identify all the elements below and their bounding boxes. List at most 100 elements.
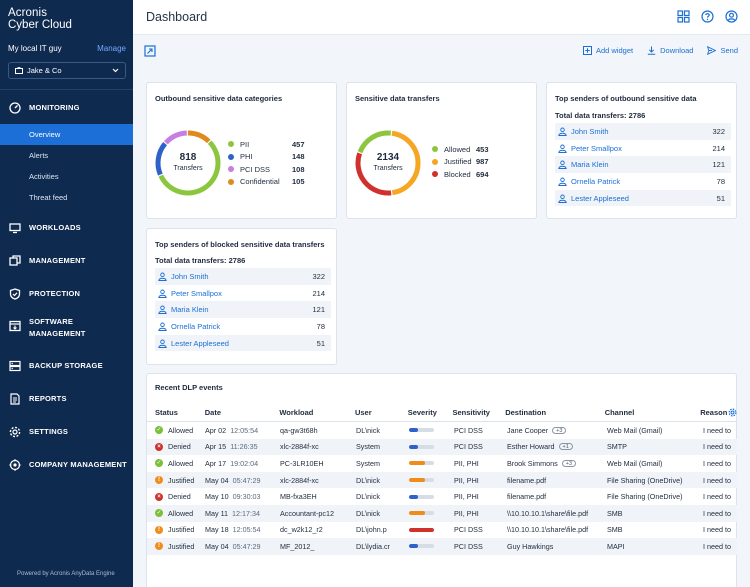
list-item[interactable]: Maria Klein 121 bbox=[555, 156, 731, 174]
time-text: 05:47:29 bbox=[232, 475, 261, 485]
manage-link[interactable]: Manage bbox=[97, 44, 126, 53]
severity-bar bbox=[409, 428, 434, 433]
nav-overview[interactable]: Overview bbox=[0, 124, 133, 145]
severity-cell bbox=[409, 511, 454, 516]
nav-protection[interactable]: PROTECTION bbox=[0, 281, 133, 306]
table-row[interactable]: ! Justified May 18 12:05:54 dc_w2k12_r2 DL\jo… bbox=[147, 522, 737, 539]
col-workload[interactable]: Workload bbox=[279, 408, 314, 417]
table-row[interactable]: ✓ Allowed May 11 12:17:34 Accountant-pc12 DL\… bbox=[147, 504, 737, 522]
destination-count-badge[interactable]: +1 bbox=[558, 443, 573, 451]
col-severity[interactable]: Severity bbox=[407, 408, 437, 417]
col-status[interactable]: Status bbox=[155, 408, 178, 417]
send-button[interactable]: Send bbox=[707, 46, 738, 55]
sidebar-divider bbox=[0, 89, 133, 90]
list-item[interactable]: Maria Klein 121 bbox=[155, 301, 331, 319]
channel-cell: SMB bbox=[607, 508, 623, 518]
date-cell: Apr 17 19:02:04 bbox=[205, 459, 280, 468]
nav-workloads[interactable]: WORKLOADS bbox=[0, 215, 133, 240]
sender-name[interactable]: Maria Klein bbox=[171, 305, 209, 315]
donut-segment-pii[interactable] bbox=[158, 140, 221, 196]
legend-item: PHI 148 bbox=[228, 151, 305, 164]
list-item[interactable]: John Smith 322 bbox=[155, 268, 331, 285]
sender-name[interactable]: Peter Smallpox bbox=[571, 143, 622, 153]
table-row[interactable]: × Denied May 10 09:30:03 MB-fxa3EH DL\nick PII… bbox=[147, 488, 737, 505]
col-sensitivity[interactable]: Sensitivity bbox=[452, 408, 490, 417]
top-senders-blocked-title: Top senders of blocked sensitive data tr… bbox=[155, 240, 325, 249]
donut-segment-pci-dss[interactable] bbox=[163, 130, 188, 145]
add-widget-button[interactable]: Add widget bbox=[583, 46, 633, 55]
status-text: Allowed bbox=[168, 458, 194, 468]
col-date[interactable]: Date bbox=[204, 408, 222, 417]
sender-name[interactable]: Lester Appleseed bbox=[171, 338, 229, 348]
sender-name[interactable]: Maria Klein bbox=[571, 160, 609, 170]
tenant-row: My local IT guy Manage bbox=[8, 44, 126, 53]
severity-fill bbox=[409, 444, 418, 449]
list-item[interactable]: John Smith 322 bbox=[555, 123, 731, 140]
donut-segment-justified[interactable] bbox=[391, 130, 421, 196]
nav-workloads-label: WORKLOADS bbox=[29, 223, 81, 232]
list-item[interactable]: Lester Appleseed 51 bbox=[155, 334, 331, 352]
table-row[interactable]: ! Justified May 04 05:47:29 xlc-2884f-xc DL\n… bbox=[147, 471, 737, 489]
expand-icon[interactable] bbox=[144, 45, 156, 57]
destination-count-badge[interactable]: +3 bbox=[561, 459, 577, 467]
donut-segment-phi[interactable] bbox=[155, 142, 168, 176]
nav-company-management[interactable]: COMPANY MANAGEMENT bbox=[0, 452, 133, 477]
donut-segment-confidential[interactable] bbox=[187, 130, 211, 144]
col-user[interactable]: User bbox=[354, 408, 372, 417]
workload-cell: xlc-2884f-xc bbox=[280, 442, 319, 452]
nav-settings[interactable]: SETTINGS bbox=[0, 419, 133, 444]
col-reason[interactable]: Reason bbox=[700, 408, 734, 417]
date-text: May 04 bbox=[205, 475, 229, 485]
table-row[interactable]: ! Justified May 04 05:47:29 MF_2012_ DL\lydia… bbox=[147, 538, 737, 555]
status-text: Denied bbox=[168, 492, 191, 502]
nav-reports[interactable]: REPORTS bbox=[0, 386, 133, 411]
list-item[interactable]: Ornella Patrick 78 bbox=[555, 173, 731, 190]
nav-alerts[interactable]: Alerts bbox=[29, 151, 49, 160]
nav-protection-label: PROTECTION bbox=[29, 289, 81, 298]
destination-text: Brook Simmons bbox=[507, 458, 558, 468]
nav-monitoring[interactable]: MONITORING bbox=[0, 97, 133, 118]
sensitivity-cell: PII, PHI bbox=[454, 475, 479, 485]
sender-name[interactable]: Ornella Patrick bbox=[171, 321, 221, 331]
status-cell: ! Justified bbox=[147, 525, 205, 534]
sender-name[interactable]: John Smith bbox=[171, 271, 209, 281]
table-row[interactable]: ✓ Allowed Apr 02 12:05:54 qa-gw3t68h DL\nick P… bbox=[147, 422, 737, 439]
nav-management[interactable]: MANAGEMENT bbox=[0, 248, 133, 273]
list-item[interactable]: Peter Smallpox 214 bbox=[155, 285, 331, 302]
column-settings-gear-icon[interactable] bbox=[728, 408, 737, 417]
download-button[interactable]: Download bbox=[647, 46, 693, 55]
col-channel[interactable]: Channel bbox=[604, 408, 635, 417]
list-item[interactable]: Ornella Patrick 78 bbox=[155, 318, 331, 335]
channel-cell: Web Mail (Gmail) bbox=[607, 425, 663, 435]
table-body: ✓ Allowed Apr 02 12:05:54 qa-gw3t68h DL\nick P… bbox=[147, 422, 737, 555]
sender-name[interactable]: Lester Appleseed bbox=[571, 193, 629, 203]
table-row[interactable]: × Denied Apr 15 11:26:35 xlc-2884f-xc System P… bbox=[147, 438, 737, 456]
date-text: May 11 bbox=[205, 508, 229, 518]
sender-name[interactable]: Peter Smallpox bbox=[171, 288, 222, 298]
sender-name[interactable]: John Smith bbox=[571, 126, 609, 136]
nav-activities[interactable]: Activities bbox=[29, 172, 59, 181]
legend-item: PCI DSS 108 bbox=[228, 163, 305, 176]
user-icon bbox=[558, 194, 567, 203]
account-icon[interactable] bbox=[725, 10, 738, 23]
help-icon[interactable] bbox=[701, 10, 714, 23]
download-label: Download bbox=[660, 46, 694, 55]
list-item[interactable]: Peter Smallpox 214 bbox=[555, 140, 731, 157]
severity-fill bbox=[409, 478, 426, 483]
col-destination[interactable]: Destination bbox=[505, 408, 547, 417]
destination-count-badge[interactable]: +3 bbox=[552, 426, 567, 434]
status-cell: ! Justified bbox=[147, 542, 205, 551]
destination-cell: Jane Cooper +3 bbox=[507, 426, 607, 435]
nav-software-management[interactable]: SOFTWARE MANAGEMENT bbox=[0, 314, 133, 347]
legend-value: 694 bbox=[476, 169, 489, 179]
tenant-select[interactable]: Jake & Co bbox=[8, 62, 126, 79]
nav-backup-storage[interactable]: BACKUP STORAGE bbox=[0, 353, 133, 378]
nav-threat-feed[interactable]: Threat feed bbox=[29, 193, 68, 202]
donut-segment-blocked[interactable] bbox=[355, 152, 392, 196]
sender-name[interactable]: Ornella Patrick bbox=[571, 176, 621, 186]
user-icon bbox=[558, 177, 567, 186]
list-item[interactable]: Lester Appleseed 51 bbox=[555, 189, 731, 207]
table-row[interactable]: ✓ Allowed Apr 17 19:02:04 PC-3LR10EH System PI… bbox=[147, 455, 737, 472]
donut-segment-allowed[interactable] bbox=[357, 130, 392, 154]
grid-icon[interactable] bbox=[677, 10, 690, 23]
